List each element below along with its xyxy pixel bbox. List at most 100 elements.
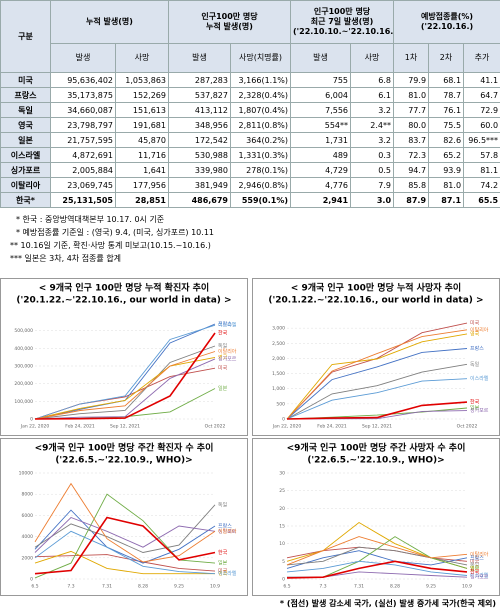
table-cell: 2,811(0.8%) <box>229 117 292 133</box>
table-cell: 2.4** <box>350 117 395 133</box>
chart-subtitle: ('20.1.22.~'22.10.16., our world in data… <box>16 296 231 306</box>
subheader-cell: 발생 <box>50 43 116 73</box>
table-row: 이탈리아 23,069,745 177,956 381,949 2,946(0.8%) 4… <box>0 177 500 193</box>
legend-label: 미국 <box>470 558 480 565</box>
header-cell: 예방접종률(%) ('22.10.16.) <box>393 0 500 44</box>
y-tick-label: 25 <box>279 488 285 494</box>
header-text: 예방접종률(%) <box>420 12 474 21</box>
series-line <box>34 388 216 420</box>
legend-label: 일본 <box>218 560 228 567</box>
x-tick-label: 10.9 <box>462 584 472 590</box>
chart-title: < 9개국 인구 100만 명당 누적 확진자 추이 <box>39 282 209 294</box>
x-tick-label: 7.31 <box>102 584 112 590</box>
table-cell: 554** <box>290 117 352 133</box>
series-line <box>34 516 216 553</box>
y-tick-label: 1,000 <box>272 386 285 392</box>
notes: * 한국 : 중앙방역대책본부 10.17. 0시 기준 * 예방접종률 기준일 … <box>10 213 214 265</box>
table-cell: 3.2 <box>350 132 395 148</box>
table-cell: 25,131,505 <box>50 192 116 208</box>
chart-subtitle: ('22.6.5.~'22.10.9., WHO)> <box>55 456 192 466</box>
subheader-cell: 사망 <box>350 43 395 73</box>
x-tick-label: 7.3 <box>67 584 74 590</box>
y-tick-label: 500,000 <box>14 328 33 334</box>
x-tick-label: Feb 24, 2021 <box>65 424 95 430</box>
table-cell: 일본 <box>0 132 51 148</box>
series-line <box>34 504 216 553</box>
y-tick-label: 3,000 <box>272 326 285 332</box>
table-cell: 381,949 <box>168 177 231 193</box>
table-cell: 3.2 <box>350 102 395 118</box>
table-cell: 1,053,863 <box>115 72 169 88</box>
series-line <box>34 332 216 420</box>
table-cell: 78.7 <box>428 87 465 103</box>
series-line <box>34 351 216 420</box>
series-line <box>286 401 468 420</box>
y-tick-label: 30 <box>279 471 285 477</box>
header-text: 누적 발생(명) <box>206 22 253 31</box>
chart: <9개국 인구 100만 명당 주간 확진자 수 추이 ('22.6.5.~'22… <box>0 438 248 596</box>
y-tick-label: 2,000 <box>272 356 285 362</box>
y-tick-label: 10000 <box>19 471 33 477</box>
y-tick-label: 0 <box>30 577 33 583</box>
table-cell: 68.1 <box>428 72 465 88</box>
subheader-cell: 2차 <box>428 43 465 73</box>
header-text: 인구100만 명당 <box>201 12 258 21</box>
table-cell: 87.1 <box>428 192 465 208</box>
legend-label: 한국 <box>470 400 480 406</box>
y-tick-label: 500 <box>276 401 285 407</box>
table-cell: 94.7 <box>393 162 430 178</box>
subheader-cell: 발생 <box>168 43 231 73</box>
y-tick-label: 8000 <box>22 492 34 498</box>
series-line <box>286 363 468 420</box>
header-text: 누적 발생(명) <box>86 17 133 26</box>
series-line <box>286 329 468 420</box>
table-cell: 4,872,691 <box>50 147 116 163</box>
table-row: 독일 34,660,087 151,613 413,112 1,807(0.4%) 7,5… <box>0 102 500 118</box>
table-cell: 755 <box>290 72 352 88</box>
table-cell: 0.3 <box>350 147 395 163</box>
series-line <box>34 493 216 579</box>
table-cell: 77.7 <box>393 102 430 118</box>
x-tick-label: 10.9 <box>210 584 220 590</box>
table-cell: 6.8 <box>350 72 395 88</box>
legend-label: 영국 <box>218 570 228 577</box>
table-cell: 80.0 <box>393 117 430 133</box>
table-cell: 81.0 <box>428 177 465 193</box>
x-tick-label: 7.3 <box>319 584 326 590</box>
legend-label: 프랑스 <box>218 523 232 530</box>
series-line <box>34 550 215 575</box>
legend-label: 싱가포르 <box>470 407 489 414</box>
footnote: * (점선) 발생 감소세 국가, (실선) 발생 증가세 국가(한국 제외) <box>279 599 496 608</box>
table-cell: 65.2 <box>428 147 465 163</box>
legend-label: 이탈리아 <box>218 348 237 355</box>
series-line <box>34 530 216 575</box>
legend-label: 프랑스 <box>218 320 232 327</box>
table-cell: 364(0.2%) <box>229 132 292 148</box>
y-tick-label: 0 <box>282 417 285 423</box>
header-text: 구분 <box>18 31 33 41</box>
x-tick-label: Sep 12, 2021 <box>110 424 140 430</box>
series-line <box>286 560 468 576</box>
chart-title: <9개국 인구 100만 명당 주간 확진자 수 추이 <box>35 442 214 454</box>
table-cell: 34,660,087 <box>50 102 116 118</box>
table-cell: 23,069,745 <box>50 177 116 193</box>
table-cell: 이스라엘 <box>0 147 51 163</box>
legend-label: 이스라엘 <box>218 322 237 329</box>
table-cell: 87.9 <box>393 192 430 208</box>
legend-label: 영국 <box>470 565 480 572</box>
y-tick-label: 4000 <box>22 534 34 540</box>
legend-label: 일본 <box>470 404 480 411</box>
subheader-cell: 발생 <box>290 43 352 73</box>
table-cell: 프랑스 <box>0 87 51 103</box>
series-line <box>34 554 216 572</box>
legend-label: 한국 <box>470 569 480 575</box>
table-cell: 1,331(0.3%) <box>229 147 292 163</box>
legend-label: 프랑스 <box>470 345 484 352</box>
table-cell: 영국 <box>0 117 51 133</box>
x-tick-label: Jan 22, 2020 <box>20 424 50 430</box>
table-cell: 96.5*** <box>463 132 500 148</box>
table-row: 일본 21,757,595 45,870 172,542 364(0.2%) 1,731 3… <box>0 132 500 148</box>
table-cell: 이탈리아 <box>0 177 51 193</box>
legend-label: 싱가포르 <box>218 528 237 535</box>
